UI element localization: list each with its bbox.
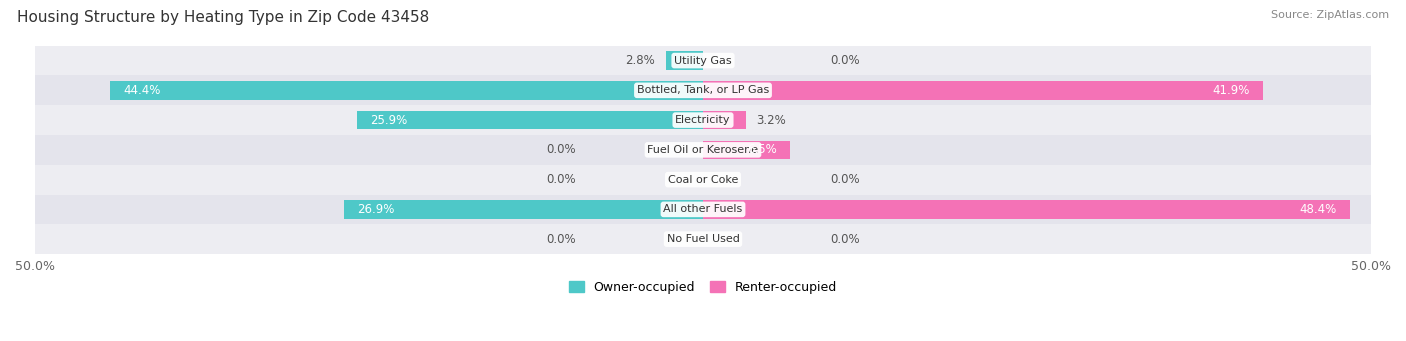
Bar <box>35 135 1371 165</box>
Text: Fuel Oil or Kerosene: Fuel Oil or Kerosene <box>647 145 759 155</box>
Text: Bottled, Tank, or LP Gas: Bottled, Tank, or LP Gas <box>637 85 769 95</box>
Text: 26.9%: 26.9% <box>357 203 394 216</box>
Text: 25.9%: 25.9% <box>370 114 408 127</box>
Bar <box>703 140 790 159</box>
Text: 0.0%: 0.0% <box>830 173 859 186</box>
Text: Utility Gas: Utility Gas <box>675 56 731 65</box>
Text: 0.0%: 0.0% <box>830 233 859 246</box>
Bar <box>357 111 703 129</box>
Bar <box>665 51 703 70</box>
Text: All other Fuels: All other Fuels <box>664 204 742 214</box>
Text: 3.2%: 3.2% <box>756 114 786 127</box>
Text: Source: ZipAtlas.com: Source: ZipAtlas.com <box>1271 10 1389 20</box>
Text: 2.8%: 2.8% <box>626 54 655 67</box>
Bar <box>703 111 745 129</box>
Bar <box>110 81 703 100</box>
Text: 41.9%: 41.9% <box>1212 84 1250 97</box>
Text: 0.0%: 0.0% <box>547 173 576 186</box>
Bar <box>35 224 1371 254</box>
Text: No Fuel Used: No Fuel Used <box>666 234 740 244</box>
Text: 48.4%: 48.4% <box>1299 203 1336 216</box>
Text: 0.0%: 0.0% <box>547 143 576 157</box>
Bar <box>35 75 1371 105</box>
Text: Electricity: Electricity <box>675 115 731 125</box>
Bar <box>703 81 1263 100</box>
Text: Coal or Coke: Coal or Coke <box>668 175 738 184</box>
Bar <box>35 105 1371 135</box>
Text: 44.4%: 44.4% <box>124 84 160 97</box>
Text: Housing Structure by Heating Type in Zip Code 43458: Housing Structure by Heating Type in Zip… <box>17 10 429 25</box>
Bar <box>343 200 703 219</box>
Text: 6.5%: 6.5% <box>747 143 776 157</box>
Text: 0.0%: 0.0% <box>830 54 859 67</box>
Legend: Owner-occupied, Renter-occupied: Owner-occupied, Renter-occupied <box>568 281 838 294</box>
Text: 0.0%: 0.0% <box>547 233 576 246</box>
Bar <box>703 200 1350 219</box>
Bar <box>35 165 1371 194</box>
Bar <box>35 46 1371 75</box>
Bar <box>35 194 1371 224</box>
